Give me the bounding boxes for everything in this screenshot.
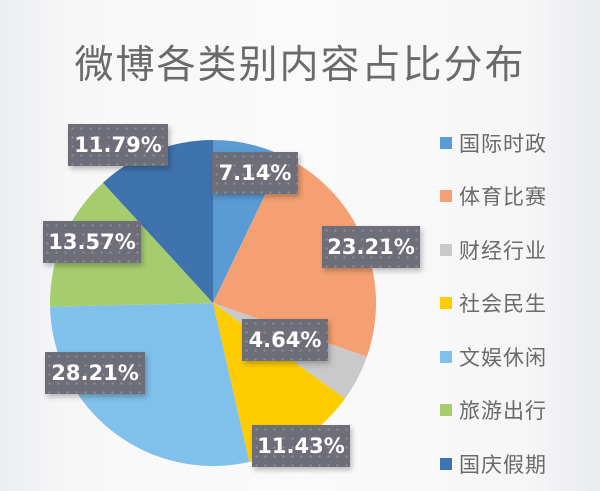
data-label: 11.79% bbox=[68, 124, 168, 166]
legend-item: 国际时政 bbox=[440, 116, 590, 170]
legend-label: 社会民生 bbox=[459, 292, 547, 317]
legend-swatch-icon bbox=[440, 190, 452, 203]
legend-swatch-icon bbox=[440, 457, 452, 470]
data-label: 11.43% bbox=[252, 425, 350, 467]
data-label: 7.14% bbox=[212, 152, 298, 194]
legend-swatch-icon bbox=[440, 350, 452, 363]
pie-slice bbox=[102, 140, 213, 303]
legend-item: 国庆假期 bbox=[440, 437, 590, 491]
legend-swatch-icon bbox=[440, 136, 452, 149]
legend-swatch-icon bbox=[440, 404, 452, 417]
legend-item: 社会民生 bbox=[440, 277, 590, 331]
pie-slice bbox=[50, 303, 250, 466]
legend-label: 体育比赛 bbox=[459, 185, 547, 210]
legend-label: 旅游出行 bbox=[459, 399, 547, 424]
chart-title: 微博各类别内容占比分布 bbox=[74, 43, 526, 88]
legend-swatch-icon bbox=[440, 243, 452, 256]
data-label: 13.57% bbox=[43, 221, 141, 263]
legend-item: 旅游出行 bbox=[440, 384, 590, 438]
legend-label: 国庆假期 bbox=[459, 452, 547, 477]
legend-swatch-icon bbox=[440, 297, 452, 310]
data-label: 28.21% bbox=[45, 352, 145, 394]
legend: 国际时政 体育比赛 财经行业 社会民生 文娱休闲 旅游出行 国庆假期 bbox=[440, 116, 590, 491]
legend-label: 文娱休闲 bbox=[459, 345, 547, 370]
legend-item: 财经行业 bbox=[440, 223, 590, 277]
legend-label: 国际时政 bbox=[459, 131, 547, 156]
legend-item: 体育比赛 bbox=[440, 170, 590, 224]
legend-item: 文娱休闲 bbox=[440, 330, 590, 384]
pie-slice bbox=[213, 156, 377, 357]
data-label: 23.21% bbox=[322, 226, 420, 268]
data-label: 4.64% bbox=[242, 319, 328, 361]
legend-label: 财经行业 bbox=[459, 238, 547, 263]
